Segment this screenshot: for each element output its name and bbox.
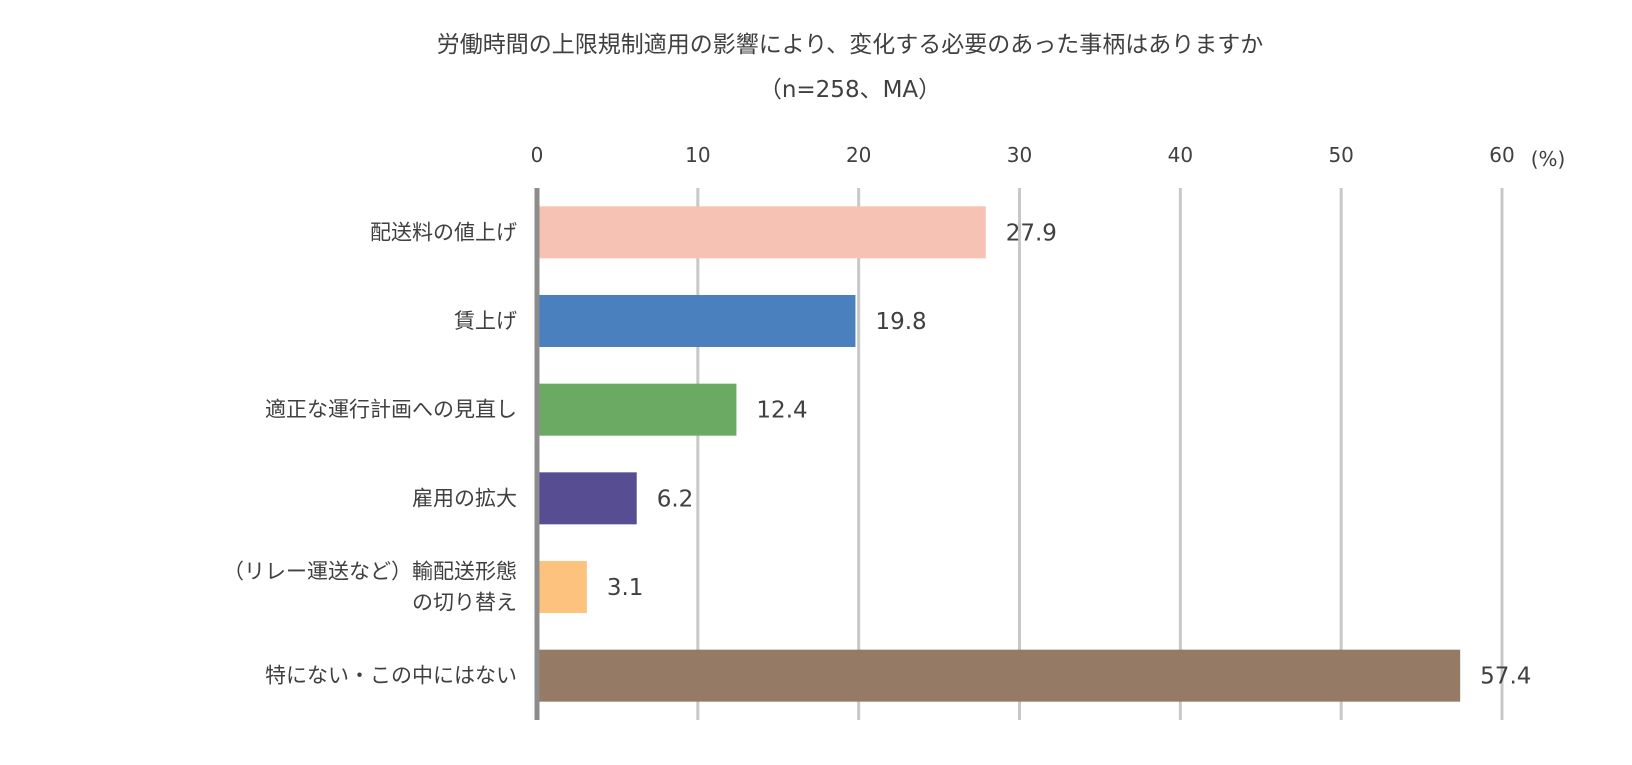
value-label-4: 6.2	[657, 486, 694, 512]
value-label-1: 27.9	[1006, 220, 1057, 246]
value-label-3: 12.4	[756, 398, 807, 424]
x-axis-ticks: 0 10 20 30 40 50 60	[531, 143, 1515, 167]
axis-unit-label: (%)	[1531, 147, 1566, 171]
category-label-4: 雇用の拡大	[412, 486, 517, 510]
category-label-1: 配送料の値上げ	[370, 220, 517, 244]
x-tick-label-30: 30	[1007, 143, 1032, 167]
value-label-5: 3.1	[607, 575, 644, 601]
value-label-2: 19.8	[875, 309, 926, 335]
x-tick-label-0: 0	[531, 143, 544, 167]
gridlines	[696, 188, 1504, 720]
value-label-6: 57.4	[1480, 664, 1531, 690]
bar-4	[537, 472, 637, 525]
x-tick-label-60: 60	[1489, 143, 1514, 167]
category-label-2: 賃上げ	[454, 309, 517, 333]
x-tick-label-20: 20	[846, 143, 871, 167]
category-label-3: 適正な運行計画への見直し	[265, 398, 517, 422]
category-label-5-line-1: （リレー運送など）輸配送形態	[223, 560, 517, 584]
value-labels: 27.9 19.8 12.4 6.2 3.1 57.4	[607, 220, 1532, 689]
bar-2	[537, 295, 856, 347]
bar-5	[537, 561, 587, 613]
category-label-6: 特にない・この中にはない	[265, 664, 517, 688]
bar-3	[537, 383, 737, 436]
x-tick-label-50: 50	[1328, 143, 1353, 167]
bar-1	[537, 206, 986, 259]
x-tick-label-40: 40	[1168, 143, 1193, 167]
x-tick-label-10: 10	[685, 143, 710, 167]
category-label-5-line-2: の切り替え	[412, 591, 517, 615]
chart-title: 労働時間の上限規制適用の影響により、変化する必要のあった事柄はありますか	[437, 32, 1264, 58]
chart-subtitle: （n=258、MA）	[759, 77, 941, 103]
bars	[537, 206, 1461, 702]
bar-6	[537, 649, 1461, 702]
